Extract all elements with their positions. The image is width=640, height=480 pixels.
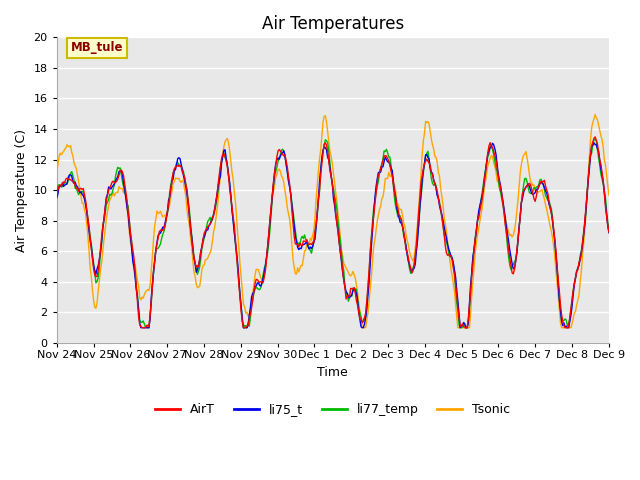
X-axis label: Time: Time [317,365,348,379]
Text: MB_tule: MB_tule [70,41,123,54]
Legend: AirT, li75_t, li77_temp, Tsonic: AirT, li75_t, li77_temp, Tsonic [150,398,515,421]
Title: Air Temperatures: Air Temperatures [262,15,404,33]
Y-axis label: Air Temperature (C): Air Temperature (C) [15,129,28,252]
